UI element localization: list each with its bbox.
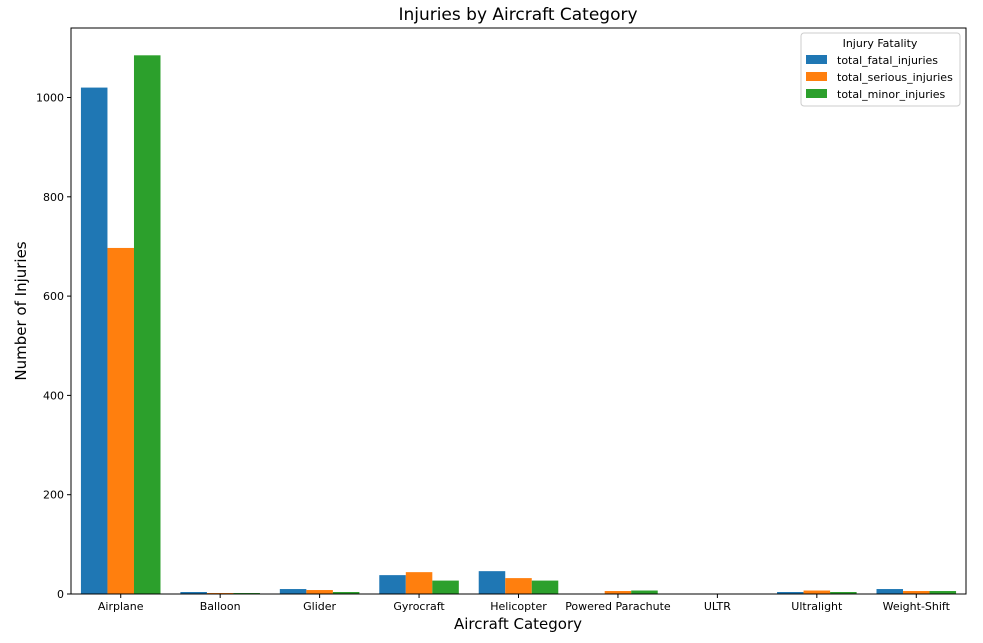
bar-total_serious_injuries-weight-shift [903, 591, 930, 594]
bar-total_minor_injuries-weight-shift [929, 591, 957, 594]
y-tick-label: 600 [43, 290, 64, 303]
legend-swatch [806, 55, 827, 64]
legend-swatch [806, 89, 827, 98]
legend-swatch [806, 72, 827, 81]
x-tick-label: Glider [303, 600, 336, 613]
y-tick-label: 0 [57, 588, 64, 601]
y-axis: 0 200 400 600 800 1000 [36, 92, 71, 601]
bar-total_fatal_injuries-ultralight [777, 592, 804, 594]
chart-title: Injuries by Aircraft Category [398, 5, 637, 25]
bar-total_serious_injuries-airplane [107, 247, 134, 594]
x-tick-label: Helicopter [490, 600, 547, 613]
bar-total_serious_injuries-ultralight [803, 590, 831, 594]
bar-total_fatal_injuries-airplane [80, 87, 108, 594]
bar-total_fatal_injuries-helicopter [478, 571, 506, 594]
bar-total_minor_injuries-airplane [133, 55, 161, 595]
y-axis-label: Number of Injuries [12, 241, 30, 380]
bar-total_minor_injuries-helicopter [531, 580, 559, 594]
bar-total_serious_injuries-gyrocraft [405, 572, 433, 594]
x-tick-label: Airplane [98, 600, 144, 613]
bars-layer [80, 55, 957, 595]
bar-total_serious_injuries-helicopter [505, 578, 532, 594]
x-axis-label: Aircraft Category [454, 615, 582, 633]
bar-total_fatal_injuries-glider [279, 589, 307, 594]
x-tick-label: Ultralight [791, 600, 843, 613]
legend: Injury Fatality total_fatal_injuriestota… [800, 32, 961, 107]
y-tick-label: 1000 [36, 92, 64, 105]
x-tick-label: Balloon [200, 600, 241, 613]
x-tick-label: ULTR [704, 600, 731, 613]
bar-total_fatal_injuries-weight-shift [876, 589, 904, 594]
y-tick-label: 200 [43, 489, 64, 502]
legend-entry: total_minor_injuries [837, 88, 946, 101]
legend-entry: total_fatal_injuries [837, 54, 938, 67]
legend-title: Injury Fatality [843, 37, 918, 50]
bar-total_serious_injuries-glider [306, 590, 333, 594]
y-tick-label: 800 [43, 191, 64, 204]
bar-total_fatal_injuries-gyrocraft [379, 575, 406, 594]
x-axis: Airplane Balloon Glider Gyrocraft Helicopter… [98, 594, 951, 613]
legend-box [800, 32, 961, 107]
bar-total_minor_injuries-powered-parachute [631, 590, 658, 594]
plot-frame [70, 27, 967, 595]
x-tick-label: Powered Parachute [565, 600, 671, 613]
bar-total_minor_injuries-glider [332, 592, 360, 594]
y-tick-label: 400 [43, 389, 64, 402]
bar-total_minor_injuries-ultralight [830, 592, 857, 594]
x-tick-label: Weight-Shift [883, 600, 951, 613]
bar-total_minor_injuries-gyrocraft [432, 580, 459, 594]
bar-total_fatal_injuries-balloon [180, 592, 207, 594]
x-tick-label: Gyrocraft [393, 600, 445, 613]
bar-total_serious_injuries-powered-parachute [604, 591, 632, 594]
legend-entry: total_serious_injuries [837, 71, 953, 84]
